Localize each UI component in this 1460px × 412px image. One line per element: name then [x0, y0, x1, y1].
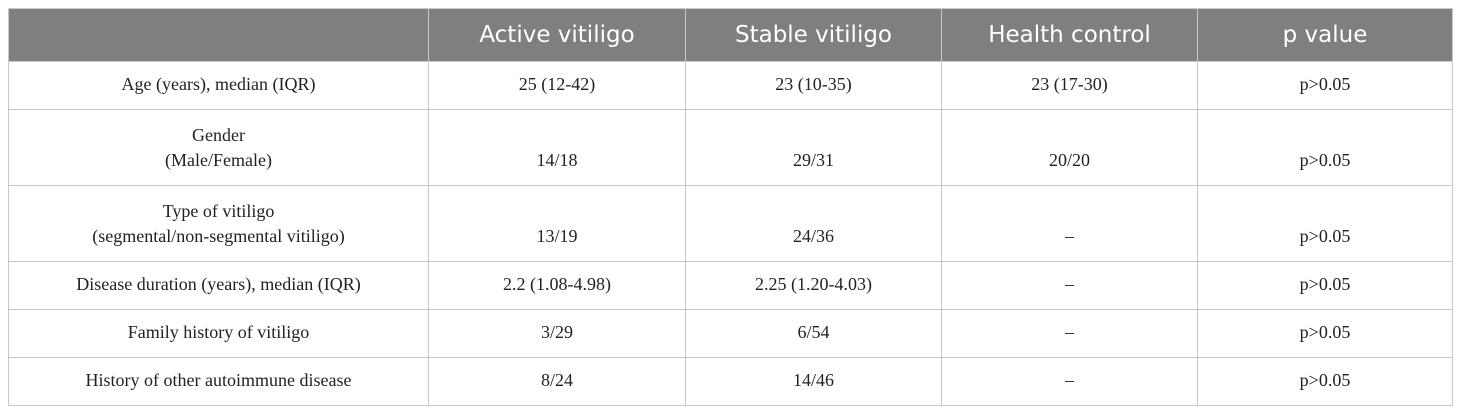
row-label: History of other autoimmune disease: [8, 357, 429, 406]
label-line: (Male/Female): [165, 150, 272, 170]
table-cell: –: [941, 357, 1198, 406]
label-line: Age (years), median (IQR): [121, 74, 316, 94]
row-label: Family history of vitiligo: [8, 309, 429, 358]
table-cell: 23 (10-35): [685, 61, 942, 110]
table-cell: 3/29: [428, 309, 686, 358]
table-cell: 14/46: [685, 357, 942, 406]
table-row: Family history of vitiligo 3/29 6/54– p>0.0…: [8, 309, 1453, 358]
header-cell: p value: [1197, 8, 1453, 62]
table-cell: –: [941, 185, 1198, 262]
data-table: Active vitiligo Stable vitiligo Health con…: [8, 8, 1453, 406]
table-cell: 29/31: [685, 109, 942, 186]
row-label: Disease duration (years), median (IQR): [8, 261, 429, 310]
table-cell: 25 (12-42): [428, 61, 686, 110]
row-label: Age (years), median (IQR): [8, 61, 429, 110]
table-row: Age (years), median (IQR) 25 (12-42) 23 (1…: [8, 61, 1453, 110]
header-cell: Health control: [941, 8, 1198, 62]
label-line: Family history of vitiligo: [127, 322, 310, 342]
header-cell: [8, 8, 429, 62]
table-row: Gender (Male/Female) 14/18 29/31 20/20 p>0.05: [8, 109, 1453, 186]
table-cell: p>0.05: [1197, 309, 1453, 358]
table-cell: p>0.05: [1197, 61, 1453, 110]
row-label: Type of vitiligo (segmental/non-segmental…: [8, 185, 429, 262]
table-header: Active vitiligo Stable vitiligo Health con…: [8, 8, 1453, 62]
table-cell: p>0.05: [1197, 185, 1453, 262]
header-row: Active vitiligo Stable vitiligo Health con…: [8, 8, 1453, 62]
table-cell: p>0.05: [1197, 109, 1453, 186]
label-line: History of other autoimmune disease: [85, 370, 352, 390]
table-cell: 23 (17-30): [941, 61, 1198, 110]
table-cell: 8/24: [428, 357, 686, 406]
label-line: Type of vitiligo: [162, 201, 275, 221]
table-cell: 20/20: [941, 109, 1198, 186]
table-cell: 24/36: [685, 185, 942, 262]
table-cell: p>0.05: [1197, 261, 1453, 310]
table-cell: p>0.05: [1197, 357, 1453, 406]
label-line: Gender: [192, 125, 245, 145]
table-cell: 2.2 (1.08-4.98): [428, 261, 686, 310]
table-cell: 13/19: [428, 185, 686, 262]
table-cell: –: [941, 309, 1198, 358]
table-cell: 6/54: [685, 309, 942, 358]
label-line: (segmental/non-segmental vitiligo): [92, 226, 345, 246]
table-body: Age (years), median (IQR) 25 (12-42) 23 (1…: [8, 61, 1453, 406]
row-label: Gender (Male/Female): [8, 109, 429, 186]
table-cell: 2.25 (1.20-4.03): [685, 261, 942, 310]
label-line: Disease duration (years), median (IQR): [76, 274, 361, 294]
table-row: History of other autoimmune disease 8/24 1…: [8, 357, 1453, 406]
header-cell: Active vitiligo: [428, 8, 686, 62]
header-cell: Stable vitiligo: [685, 8, 942, 62]
table-cell: –: [941, 261, 1198, 310]
table-row: Disease duration (years), median (IQR) 2.…: [8, 261, 1453, 310]
table-row: Type of vitiligo (segmental/non-segmental…: [8, 185, 1453, 262]
table-cell: 14/18: [428, 109, 686, 186]
